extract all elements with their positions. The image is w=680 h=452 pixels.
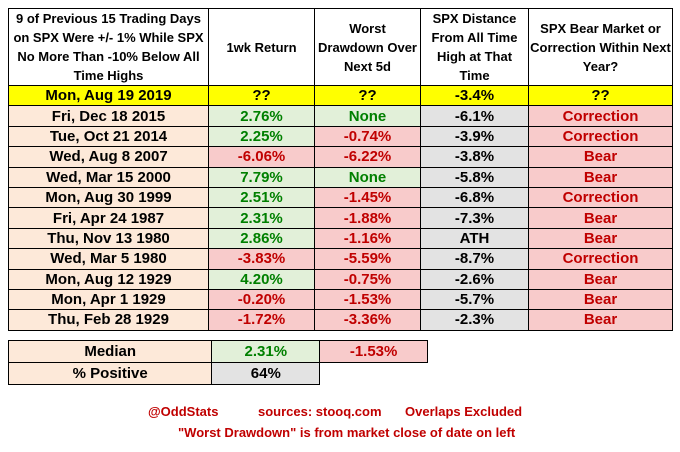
row-return: 2.31%	[208, 207, 315, 229]
current-outcome: ??	[528, 84, 673, 107]
header-worst-drawdown: Worst Drawdown Over Next 5d	[314, 8, 421, 86]
row-outcome: Bear	[528, 146, 673, 168]
row-drawdown: -0.74%	[314, 125, 421, 148]
row-drawdown: -5.59%	[314, 248, 421, 270]
row-drawdown: -6.22%	[314, 146, 421, 168]
row-distance: -5.7%	[420, 288, 529, 311]
row-drawdown: -0.75%	[314, 268, 421, 290]
row-date: Mon, Aug 30 1999	[8, 186, 209, 209]
row-date: Wed, Mar 15 2000	[8, 166, 209, 188]
table-row: Wed, Aug 8 2007 -6.06% -6.22% -3.8% Bear	[8, 146, 673, 168]
current-date: Mon, Aug 19 2019	[8, 84, 209, 107]
header-1wk-return: 1wk Return	[208, 8, 315, 86]
row-drawdown: -1.16%	[314, 227, 421, 250]
table-row: Wed, Mar 15 2000 7.79% None -5.8% Bear	[8, 166, 673, 188]
row-date: Mon, Aug 12 1929	[8, 268, 209, 290]
median-label: Median	[7, 340, 213, 363]
footer-sources: sources: stooq.com	[258, 404, 382, 419]
row-return: -0.20%	[208, 288, 315, 311]
table-row: Thu, Feb 28 1929 -1.72% -3.36% -2.3% Bear	[8, 309, 673, 331]
header-signal-criteria: 9 of Previous 15 Trading Days on SPX Wer…	[8, 8, 209, 86]
row-date: Thu, Nov 13 1980	[8, 227, 209, 250]
median-row: Median 2.31% -1.53%	[7, 340, 428, 363]
table-row: Fri, Apr 24 1987 2.31% -1.88% -7.3% Bear	[8, 207, 673, 229]
row-drawdown: -1.53%	[314, 288, 421, 311]
current-distance: -3.4%	[420, 84, 529, 107]
current-row: Mon, Aug 19 2019 ?? ?? -3.4% ??	[8, 84, 673, 107]
current-drawdown: ??	[314, 84, 421, 107]
row-distance: -6.1%	[420, 105, 529, 127]
row-outcome: Bear	[528, 207, 673, 229]
row-date: Mon, Apr 1 1929	[8, 288, 209, 311]
summary-table: Median 2.31% -1.53% % Positive 64%	[7, 340, 428, 385]
row-distance: -2.3%	[420, 309, 529, 331]
table-row: Mon, Aug 30 1999 2.51% -1.45% -6.8% Correcti…	[8, 186, 673, 209]
positive-row: % Positive 64%	[7, 362, 428, 385]
row-drawdown: None	[314, 105, 421, 127]
row-return: 2.51%	[208, 186, 315, 209]
footer-handle: @OddStats	[148, 404, 219, 419]
row-distance: -3.9%	[420, 125, 529, 148]
table-row: Fri, Dec 18 2015 2.76% None -6.1% Correction	[8, 105, 673, 127]
row-return: 2.86%	[208, 227, 315, 250]
header-ath-distance: SPX Distance From All Time High at That …	[420, 8, 529, 86]
row-outcome: Correction	[528, 186, 673, 209]
row-drawdown: -1.88%	[314, 207, 421, 229]
row-distance: -5.8%	[420, 166, 529, 188]
row-distance: -2.6%	[420, 268, 529, 290]
signal-table: 9 of Previous 15 Trading Days on SPX Wer…	[8, 8, 673, 331]
row-distance: -3.8%	[420, 146, 529, 168]
row-return: -1.72%	[208, 309, 315, 331]
row-return: 2.76%	[208, 105, 315, 127]
row-return: 4.20%	[208, 268, 315, 290]
row-outcome: Bear	[528, 309, 673, 331]
current-return: ??	[208, 84, 315, 107]
row-drawdown: -3.36%	[314, 309, 421, 331]
footer-note: "Worst Drawdown" is from market close of…	[178, 425, 516, 440]
table-row: Thu, Nov 13 1980 2.86% -1.16% ATH Bear	[8, 227, 673, 250]
row-outcome: Bear	[528, 166, 673, 188]
row-date: Tue, Oct 21 2014	[8, 125, 209, 148]
row-distance: -6.8%	[420, 186, 529, 209]
median-drawdown: -1.53%	[319, 340, 428, 363]
footer-overlaps: Overlaps Excluded	[405, 404, 523, 419]
row-drawdown: None	[314, 166, 421, 188]
median-return: 2.31%	[211, 340, 321, 363]
row-return: -3.83%	[208, 248, 315, 270]
empty-cell	[320, 363, 428, 385]
row-date: Fri, Dec 18 2015	[8, 105, 209, 127]
row-outcome: Correction	[528, 248, 673, 270]
row-outcome: Bear	[528, 227, 673, 250]
table-row: Wed, Mar 5 1980 -3.83% -5.59% -8.7% Correcti…	[8, 248, 673, 270]
row-distance: -8.7%	[420, 248, 529, 270]
header-row: 9 of Previous 15 Trading Days on SPX Wer…	[8, 8, 673, 86]
row-outcome: Correction	[528, 105, 673, 127]
row-distance: ATH	[420, 227, 529, 250]
row-return: -6.06%	[208, 146, 315, 168]
table-row: Mon, Apr 1 1929 -0.20% -1.53% -5.7% Bear	[8, 288, 673, 311]
row-drawdown: -1.45%	[314, 186, 421, 209]
row-return: 7.79%	[208, 166, 315, 188]
table-row: Mon, Aug 12 1929 4.20% -0.75% -2.6% Bear	[8, 268, 673, 290]
row-distance: -7.3%	[420, 207, 529, 229]
row-outcome: Bear	[528, 268, 673, 290]
table-row: Tue, Oct 21 2014 2.25% -0.74% -3.9% Correcti…	[8, 125, 673, 148]
positive-return: 64%	[211, 362, 321, 385]
positive-label: % Positive	[7, 362, 213, 385]
row-date: Wed, Mar 5 1980	[8, 248, 209, 270]
row-outcome: Correction	[528, 125, 673, 148]
row-outcome: Bear	[528, 288, 673, 311]
header-bear-or-correction: SPX Bear Market or Correction Within Nex…	[528, 8, 673, 86]
row-date: Fri, Apr 24 1987	[8, 207, 209, 229]
row-return: 2.25%	[208, 125, 315, 148]
row-date: Thu, Feb 28 1929	[8, 309, 209, 331]
row-date: Wed, Aug 8 2007	[8, 146, 209, 168]
